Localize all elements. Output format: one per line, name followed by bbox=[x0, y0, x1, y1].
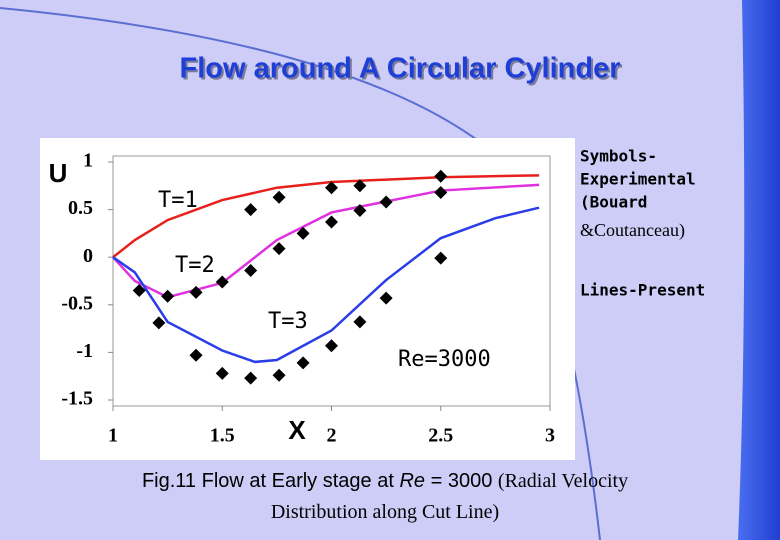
y-tick-label: 0 bbox=[83, 245, 93, 267]
marker bbox=[215, 366, 229, 380]
marker bbox=[272, 242, 286, 256]
marker bbox=[379, 291, 393, 305]
note: Lines-Present bbox=[580, 281, 705, 300]
marker bbox=[325, 215, 338, 229]
caption-text: Re bbox=[399, 470, 426, 492]
marker bbox=[353, 315, 367, 329]
annotation: Re=3000 bbox=[398, 347, 491, 372]
marker bbox=[353, 204, 367, 218]
marker bbox=[244, 371, 258, 385]
series-line bbox=[112, 174, 540, 259]
x-tick-label: 2 bbox=[327, 425, 337, 447]
marker bbox=[152, 316, 166, 330]
marker bbox=[189, 348, 203, 362]
caption-text: Distribution along Cut Line) bbox=[270, 501, 500, 523]
caption-text: = 3000 bbox=[430, 470, 493, 492]
y-tick-label: -0.5 bbox=[61, 292, 93, 314]
series-label: T=3 bbox=[268, 309, 308, 334]
series-line bbox=[112, 183, 540, 299]
marker bbox=[161, 289, 175, 303]
marker bbox=[434, 169, 448, 183]
x-tick-label: 2.5 bbox=[428, 425, 453, 447]
marker bbox=[434, 251, 448, 265]
series-label: T=2 bbox=[175, 253, 215, 278]
marker bbox=[296, 356, 310, 370]
y-tick-label: -1 bbox=[76, 340, 93, 362]
title-shadow: Flow around A Circular Cylinder bbox=[182, 55, 623, 87]
series-label: T=1 bbox=[158, 188, 198, 213]
marker bbox=[325, 339, 338, 353]
y-axis-label: U bbox=[49, 158, 68, 188]
caption-text: Fig.11 Flow at Early stage at bbox=[141, 470, 394, 492]
x-axis-label: X bbox=[288, 415, 306, 445]
marker bbox=[296, 226, 310, 240]
note: Symbols- bbox=[580, 147, 657, 166]
marker bbox=[272, 190, 286, 204]
note: &Coutanceau) bbox=[580, 220, 685, 241]
caption-text: (Radial Velocity bbox=[497, 470, 629, 492]
marker bbox=[244, 203, 258, 217]
marker bbox=[272, 368, 286, 382]
marker bbox=[325, 181, 338, 195]
series-line bbox=[112, 206, 540, 364]
x-tick-label: 3 bbox=[545, 425, 555, 447]
y-tick-label: -1.5 bbox=[61, 388, 93, 410]
y-tick-label: 1 bbox=[83, 150, 93, 172]
marker bbox=[189, 285, 203, 299]
y-tick-label: 0.5 bbox=[68, 197, 93, 219]
note: Experimental bbox=[580, 170, 696, 189]
marker bbox=[353, 179, 367, 193]
caption: Fig.11 Flow at Early stage at Re = 3000 … bbox=[40, 466, 730, 528]
x-tick-label: 1.5 bbox=[210, 425, 235, 447]
marker bbox=[379, 195, 393, 209]
note: (Bouard bbox=[580, 193, 647, 212]
decor-band bbox=[738, 0, 780, 540]
marker bbox=[132, 284, 146, 298]
marker bbox=[215, 275, 229, 289]
marker bbox=[434, 185, 448, 199]
marker bbox=[244, 264, 258, 278]
chart-title: Flow around A Circular Cylinder bbox=[180, 53, 621, 85]
x-tick-label: 1 bbox=[108, 425, 118, 447]
